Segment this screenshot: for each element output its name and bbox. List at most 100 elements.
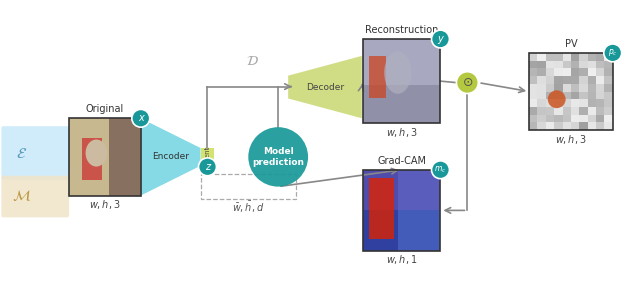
Bar	[571, 68, 579, 76]
Bar	[529, 61, 538, 68]
Bar	[546, 53, 554, 61]
Text: Reconstruction: Reconstruction	[365, 25, 438, 35]
Circle shape	[132, 109, 150, 127]
Bar	[363, 170, 440, 251]
Bar	[579, 68, 588, 76]
Bar	[538, 91, 546, 99]
Bar	[554, 53, 563, 61]
Bar	[588, 99, 596, 107]
Bar	[554, 115, 563, 122]
Bar	[529, 68, 538, 76]
Bar	[563, 84, 571, 91]
Bar	[546, 99, 554, 107]
Bar	[529, 53, 538, 61]
Bar	[538, 76, 546, 84]
Bar	[596, 84, 604, 91]
Bar	[529, 53, 612, 130]
Bar	[571, 84, 579, 91]
Bar	[538, 115, 546, 122]
Bar	[109, 118, 141, 195]
Bar	[546, 107, 554, 115]
Text: $p_c$: $p_c$	[608, 47, 618, 58]
Circle shape	[248, 127, 308, 187]
Text: Original: Original	[86, 104, 124, 114]
Bar	[579, 91, 588, 99]
Circle shape	[456, 72, 478, 93]
Text: z: z	[205, 162, 210, 172]
Bar	[596, 107, 604, 115]
Text: $\odot$: $\odot$	[461, 76, 473, 89]
Bar	[588, 115, 596, 122]
Bar	[529, 76, 538, 84]
Text: PV: PV	[564, 39, 577, 49]
Polygon shape	[141, 118, 200, 195]
Bar	[571, 53, 579, 61]
Text: $\mathcal{E}$: $\mathcal{E}$	[16, 146, 27, 161]
Circle shape	[604, 44, 621, 62]
Bar	[596, 99, 604, 107]
Bar	[538, 61, 546, 68]
Bar	[529, 91, 538, 99]
Bar	[588, 84, 596, 91]
Bar	[596, 68, 604, 76]
Bar	[563, 107, 571, 115]
Bar	[554, 68, 563, 76]
Text: $\mathcal{D}$: $\mathcal{D}$	[246, 54, 259, 68]
Bar	[369, 178, 394, 239]
Bar	[538, 53, 546, 61]
Bar	[579, 53, 588, 61]
Ellipse shape	[384, 52, 412, 94]
Bar	[604, 115, 612, 122]
Bar	[579, 115, 588, 122]
Bar	[579, 61, 588, 68]
Bar	[546, 84, 554, 91]
Bar	[588, 68, 596, 76]
Bar	[579, 99, 588, 107]
Bar	[588, 53, 596, 61]
Bar	[596, 115, 604, 122]
Text: $\mathcal{M}$: $\mathcal{M}$	[12, 188, 31, 203]
Bar	[554, 76, 563, 84]
Bar	[588, 107, 596, 115]
Polygon shape	[288, 56, 362, 118]
Bar	[554, 107, 563, 115]
Text: Encoder: Encoder	[152, 152, 189, 161]
Bar	[363, 39, 440, 123]
Bar	[563, 99, 571, 107]
Bar	[363, 170, 440, 251]
Bar	[363, 39, 440, 85]
Text: x: x	[138, 113, 143, 123]
Bar	[546, 91, 554, 99]
Bar	[563, 115, 571, 122]
Text: $\bar{w}, \bar{h}, d$: $\bar{w}, \bar{h}, d$	[232, 200, 264, 215]
Bar	[596, 91, 604, 99]
Bar	[604, 91, 612, 99]
Bar	[588, 122, 596, 130]
Bar	[546, 122, 554, 130]
Bar	[529, 99, 538, 107]
Bar	[554, 84, 563, 91]
Bar	[529, 53, 612, 130]
Bar	[604, 99, 612, 107]
Bar	[369, 56, 386, 98]
Bar	[563, 61, 571, 68]
Bar	[571, 91, 579, 99]
Bar	[579, 76, 588, 84]
FancyBboxPatch shape	[1, 176, 69, 217]
Bar	[604, 68, 612, 76]
Circle shape	[431, 161, 449, 179]
Bar	[596, 53, 604, 61]
Bar	[546, 68, 554, 76]
Circle shape	[198, 158, 216, 176]
Bar	[200, 174, 296, 200]
Bar	[529, 122, 538, 130]
Text: $w, h, 3$: $w, h, 3$	[555, 132, 587, 146]
Bar	[546, 115, 554, 122]
Bar	[571, 122, 579, 130]
Bar	[571, 115, 579, 122]
Bar	[596, 61, 604, 68]
Bar	[554, 99, 563, 107]
Text: Model
prediction: Model prediction	[252, 147, 304, 167]
Bar	[398, 170, 440, 251]
Bar	[579, 84, 588, 91]
